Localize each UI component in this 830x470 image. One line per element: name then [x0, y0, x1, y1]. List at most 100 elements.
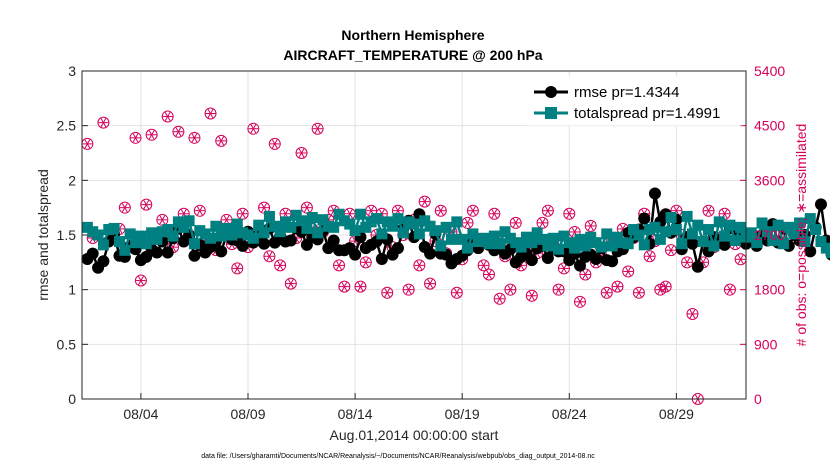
rmse-point: [638, 212, 651, 225]
obs-assimilated-point: [98, 118, 109, 128]
obs-possible-point: [723, 283, 736, 296]
y-left-tick-labels: 0 0.5 1 1.5 2 2.5 3: [57, 63, 77, 407]
totalspread-point: [799, 236, 811, 248]
y2-axis-label: # of obs: o=possible; ∗=assimilated: [793, 124, 809, 347]
totalspread-point: [183, 215, 195, 227]
rmse-point: [574, 259, 586, 272]
totalspread-point: [451, 216, 463, 228]
asterisk-stroke: [577, 297, 583, 307]
totalspread-point: [531, 227, 543, 239]
totalspread-point: [462, 242, 474, 254]
totalspread-point: [751, 237, 763, 249]
obs-possible-point: [402, 283, 415, 296]
obs-assimilated-point: [575, 297, 585, 307]
totalspread-point: [537, 233, 549, 245]
totalspread-point: [97, 239, 109, 251]
obs-assimilated-point: [489, 209, 500, 219]
totalspread-point: [456, 233, 468, 245]
totalspread-point: [119, 244, 131, 256]
y-tick-label: 1.5: [57, 227, 77, 243]
obs-assimilated-point: [296, 148, 307, 158]
rmse-point: [590, 253, 603, 266]
totalspread-point: [328, 221, 340, 233]
totalspread-point: [574, 233, 586, 245]
obs-assimilated-point: [553, 285, 564, 295]
totalspread-point: [826, 246, 830, 258]
totalspread-point: [542, 240, 554, 252]
y-tick-label: 0: [68, 391, 76, 407]
chart-title: Northern Hemisphere: [341, 27, 484, 43]
obs-assimilated-point: [542, 206, 553, 216]
footer-datafile: data file: /Users/gharamti/Documents/NCA…: [201, 453, 595, 460]
obs-assimilated-point: [462, 218, 473, 228]
legend-spread-marker: [545, 107, 557, 119]
asterisk-stroke: [287, 279, 294, 289]
obs-assimilated-point: [633, 288, 644, 298]
obs-assimilated-point: [660, 282, 671, 292]
totalspread-point: [440, 221, 452, 233]
totalspread-point: [729, 234, 741, 246]
asterisk-stroke: [496, 294, 503, 304]
rmse-point: [236, 239, 249, 252]
totalspread-point: [483, 238, 495, 250]
obs-possible-point: [284, 277, 297, 290]
obs-assimilated-point: [339, 282, 350, 292]
obs-assimilated-point: [312, 124, 323, 134]
totalspread-point: [263, 210, 275, 222]
totalspread-point: [124, 228, 136, 240]
obs-possible-point: [632, 286, 645, 299]
totalspread-point: [113, 236, 125, 248]
asterisk-stroke: [625, 266, 632, 277]
obs-possible-point: [311, 122, 324, 135]
asterisk-stroke: [480, 260, 487, 270]
obs-possible-point: [584, 219, 597, 232]
y2-tick-label: 4500: [754, 118, 785, 134]
obs-assimilated-point: [425, 279, 436, 289]
asterisk-stroke: [646, 251, 653, 261]
asterisk-stroke: [196, 206, 203, 216]
legend-rmse-label: rmse pr=1.4344: [574, 84, 679, 101]
rmse-point: [541, 251, 554, 264]
asterisk-stroke: [121, 203, 128, 213]
obs-possible-point: [172, 125, 185, 138]
asterisk-stroke: [507, 285, 514, 295]
obs-possible-point: [161, 110, 174, 123]
totalspread-point: [247, 232, 259, 244]
obs-assimilated-point: [130, 133, 141, 143]
obs-possible-point: [338, 280, 351, 293]
totalspread-point: [344, 218, 356, 230]
rmse-point: [814, 198, 827, 211]
y-tick-label: 0.5: [57, 336, 77, 352]
obs-assimilated-point: [360, 257, 371, 267]
totalspread-point: [724, 219, 736, 231]
x-tick-label: 08/14: [338, 406, 373, 422]
totalspread-point: [547, 232, 559, 244]
obs-possible-point: [118, 201, 131, 214]
asterisk-stroke: [271, 139, 278, 149]
rmse-point: [375, 253, 388, 266]
totalspread-point: [467, 228, 479, 240]
obs-possible-point: [466, 204, 479, 217]
totalspread-point: [413, 228, 425, 240]
totalspread-point: [397, 227, 409, 239]
obs-possible-point: [268, 137, 281, 150]
obs-possible-point: [354, 280, 367, 293]
totalspread-point: [408, 218, 420, 230]
rmse-point: [440, 248, 453, 261]
totalspread-point: [253, 219, 265, 231]
obs-possible-point: [563, 207, 576, 220]
obs-assimilated-point: [687, 309, 698, 319]
totalspread-point: [92, 229, 104, 241]
obs-assimilated-point: [505, 285, 516, 295]
totalspread-point: [745, 227, 757, 239]
obs-assimilated-point: [355, 282, 366, 292]
asterisk-stroke: [132, 133, 139, 143]
totalspread-point: [167, 230, 179, 242]
rmse-point: [161, 246, 174, 259]
rmse-point: [804, 245, 817, 258]
asterisk-stroke: [705, 206, 712, 216]
obs-possible-point: [129, 131, 142, 144]
obs-assimilated-point: [259, 203, 270, 213]
legend: rmse pr=1.4344 totalspread pr=1.4991: [527, 76, 743, 126]
asterisk-stroke: [491, 209, 498, 219]
